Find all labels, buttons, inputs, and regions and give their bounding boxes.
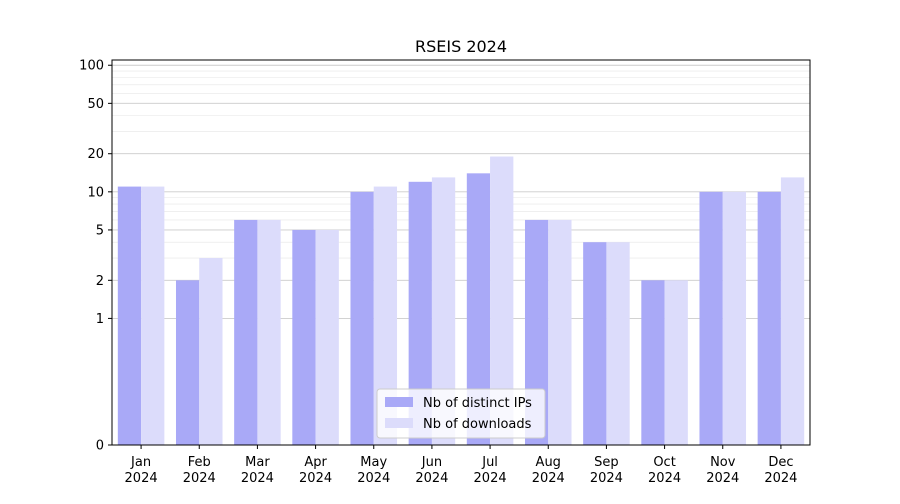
chart-title: RSEIS 2024: [415, 37, 507, 56]
bar-downloads: [141, 186, 165, 446]
x-tick-label-month: Feb: [188, 455, 211, 470]
bar-ips: [292, 229, 316, 445]
legend-swatch: [385, 397, 413, 407]
bar-downloads: [664, 280, 688, 445]
bar-ips: [757, 191, 781, 445]
x-tick-label-year: 2024: [415, 471, 448, 486]
y-tick-label: 50: [87, 97, 104, 112]
x-tick-label-year: 2024: [357, 471, 390, 486]
bar-downloads: [315, 229, 339, 445]
bar-ips: [408, 181, 432, 445]
x-tick-label-month: Mar: [245, 455, 270, 470]
x-tick-label-year: 2024: [125, 471, 158, 486]
x-tick-label-year: 2024: [241, 471, 274, 486]
x-tick-label-year: 2024: [474, 471, 507, 486]
y-tick-label: 20: [87, 147, 104, 162]
x-tick-label-year: 2024: [183, 471, 216, 486]
y-tick-label: 10: [87, 185, 104, 200]
x-tick-label-month: May: [360, 455, 387, 470]
y-tick-label: 100: [79, 59, 104, 74]
y-tick-label: 0: [96, 439, 104, 454]
bar-ips: [699, 191, 723, 445]
x-tick-label-year: 2024: [299, 471, 332, 486]
bar-ips: [175, 280, 200, 445]
bar-downloads: [373, 186, 398, 446]
bar-downloads: [257, 219, 281, 445]
bar-downloads: [431, 177, 456, 446]
x-tick-label-year: 2024: [590, 471, 623, 486]
bar-ips: [117, 186, 142, 446]
x-tick-label-month: Nov: [710, 455, 736, 470]
legend-label: Nb of downloads: [423, 417, 532, 432]
y-tick-label: 1: [96, 312, 104, 327]
bar-ips: [641, 280, 665, 445]
bar-ips: [234, 219, 258, 445]
bar-ips: [583, 242, 607, 445]
bar-ips: [350, 191, 374, 445]
x-tick-label-year: 2024: [764, 471, 797, 486]
x-tick-label-month: Jun: [421, 455, 442, 470]
legend-label: Nb of distinct IPs: [423, 396, 532, 411]
x-tick-label-month: Jul: [481, 455, 498, 470]
bar-downloads: [548, 219, 572, 445]
bar-downloads: [490, 156, 514, 446]
x-tick-label-year: 2024: [532, 471, 565, 486]
bar-downloads: [780, 177, 805, 446]
bar-ips: [466, 173, 491, 445]
x-tick-label-month: Sep: [594, 455, 619, 470]
bar-downloads: [606, 242, 630, 445]
x-tick-label-month: Oct: [653, 455, 675, 470]
x-tick-label-month: Aug: [536, 455, 561, 470]
legend-swatch: [385, 418, 413, 428]
x-tick-label-month: Dec: [768, 455, 793, 470]
x-tick-label-month: Apr: [304, 455, 327, 470]
y-tick-label: 5: [96, 223, 104, 238]
x-tick-label-year: 2024: [648, 471, 681, 486]
legend: [376, 388, 546, 439]
bar-downloads: [199, 258, 223, 445]
x-tick-label-year: 2024: [706, 471, 739, 486]
plot-frame: [111, 59, 811, 446]
bar-downloads: [722, 191, 747, 445]
y-tick-label: 2: [96, 274, 104, 289]
x-tick-label-month: Jan: [130, 455, 151, 470]
